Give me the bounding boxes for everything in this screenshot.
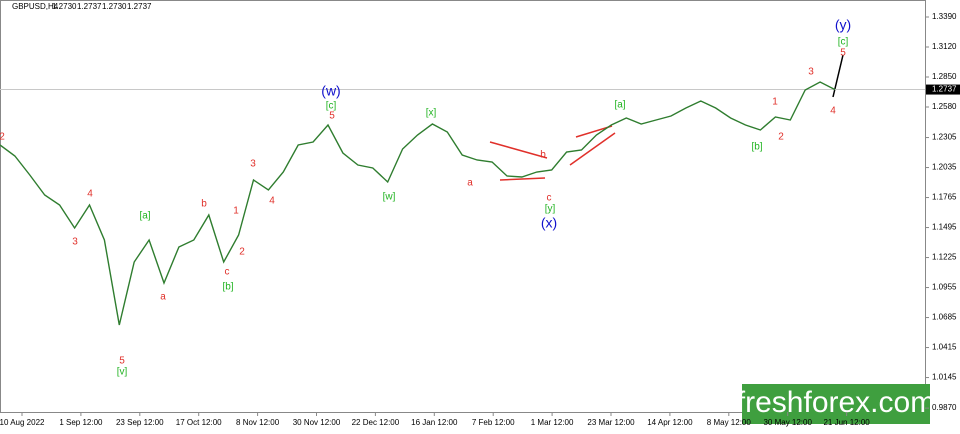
wave-label: (x) xyxy=(541,215,557,231)
y-tick-label: 1.1765 xyxy=(932,193,957,202)
wave-label: [a] xyxy=(139,211,150,222)
watermark-box xyxy=(742,384,930,424)
x-tick-label: 23 Mar 12:00 xyxy=(587,418,635,427)
wave-label: 1 xyxy=(772,97,778,108)
triangle-line xyxy=(489,141,548,159)
wave-label: [w] xyxy=(383,192,396,203)
wave-label: c xyxy=(547,193,552,204)
wave-label: 5 xyxy=(329,111,335,122)
x-tick-label: 23 Sep 12:00 xyxy=(116,418,164,427)
wave-label: 2 xyxy=(0,132,5,143)
x-tick-label: 14 Apr 12:00 xyxy=(647,418,693,427)
wave-label: c xyxy=(225,267,230,278)
y-tick-label: 1.0685 xyxy=(932,313,957,322)
y-tick-label: 1.1225 xyxy=(932,253,957,262)
price-line xyxy=(0,81,836,326)
wave-label: 3 xyxy=(72,237,78,248)
y-tick-label: 1.2305 xyxy=(932,133,957,142)
wave-label: [c] xyxy=(838,37,849,48)
wave-label: [b] xyxy=(751,142,762,153)
wave-label: [b] xyxy=(222,282,233,293)
wave-label: 4 xyxy=(830,106,836,117)
x-tick-label: 16 Jan 12:00 xyxy=(411,418,458,427)
x-tick-label: 7 Feb 12:00 xyxy=(472,418,515,427)
wave-label: 3 xyxy=(808,67,814,78)
x-tick-label: 22 Dec 12:00 xyxy=(352,418,400,427)
x-tick-label: 1 Sep 12:00 xyxy=(59,418,103,427)
header-price: 1.2730 xyxy=(52,2,77,11)
x-tick-label: 30 Nov 12:00 xyxy=(293,418,341,427)
wave-label: [v] xyxy=(117,367,128,378)
wave-label: [y] xyxy=(545,204,556,215)
x-tick-label: 10 Aug 2022 xyxy=(0,418,45,427)
wave-label: b xyxy=(201,199,207,210)
y-tick-label: 1.2850 xyxy=(932,72,957,81)
wave-label: 2 xyxy=(778,132,784,143)
header-price: 1.2737 xyxy=(77,2,102,11)
wave-label: (y) xyxy=(835,17,851,33)
wave-label: 4 xyxy=(269,196,275,207)
x-tick-label: 17 Oct 12:00 xyxy=(176,418,222,427)
triangle-line xyxy=(499,177,546,181)
y-tick-label: 1.1495 xyxy=(932,223,957,232)
y-tick-label: 1.2580 xyxy=(932,102,957,111)
y-tick-label: 0.9870 xyxy=(932,403,957,412)
watermark: freshforex.com xyxy=(737,386,935,419)
x-tick-label: 8 May 12:00 xyxy=(707,418,752,427)
x-tick-label: 8 Nov 12:00 xyxy=(236,418,280,427)
y-tick-label: 1.0145 xyxy=(932,373,957,382)
wave-label: a xyxy=(467,178,473,189)
wave-label: 1 xyxy=(233,206,239,217)
wave-label: 5 xyxy=(840,48,846,59)
x-tick-label: 1 Mar 12:00 xyxy=(531,418,574,427)
plot-frame xyxy=(0,0,926,413)
current-price-label: 1.2737 xyxy=(932,85,957,94)
symbol: GBPUSD,H4 xyxy=(12,2,59,11)
x-tick-label: 21 Jun 12:00 xyxy=(823,418,870,427)
current-price-box xyxy=(926,84,960,95)
x-tick-label: 30 May 12:00 xyxy=(763,418,812,427)
y-tick-label: 1.2035 xyxy=(932,163,957,172)
wave-label: 5 xyxy=(119,356,125,367)
wave-label: [a] xyxy=(614,100,625,111)
wave-label: 2 xyxy=(239,247,245,258)
header-price: 1.2737 xyxy=(127,2,152,11)
wave-label: [c] xyxy=(326,101,337,112)
wave-label: a xyxy=(160,292,166,303)
wedge-line xyxy=(569,132,616,166)
y-tick-label: 1.0955 xyxy=(932,283,957,292)
wave-label: 3 xyxy=(250,159,256,170)
y-tick-label: 1.3120 xyxy=(932,42,957,51)
wave-label: [x] xyxy=(426,108,437,119)
header-price: 1.2730 xyxy=(102,2,127,11)
wave-label: b xyxy=(540,150,546,161)
wave-label: (w) xyxy=(321,83,340,99)
wave-label: 4 xyxy=(87,189,93,200)
y-tick-label: 1.3390 xyxy=(932,12,957,21)
y-tick-label: 1.0415 xyxy=(932,343,957,352)
